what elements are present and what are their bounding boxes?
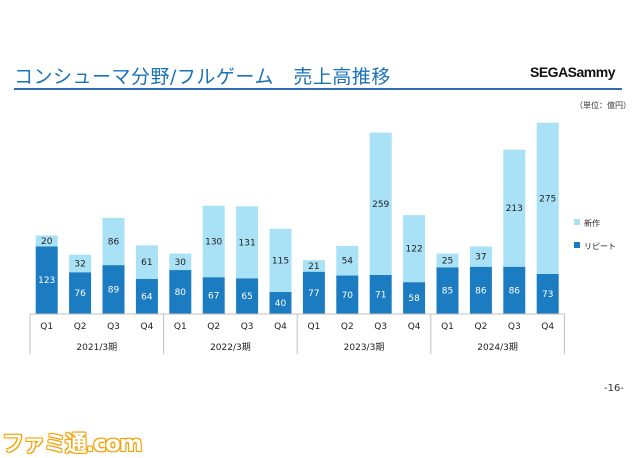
bar-repeat xyxy=(169,270,192,314)
x-tick-label: Q4 xyxy=(541,322,554,332)
data-label-repeat: 77 xyxy=(308,289,319,299)
bar-repeat xyxy=(536,273,559,314)
data-label-new: 21 xyxy=(308,262,319,272)
legend-swatch-repeat xyxy=(574,242,580,248)
bar-new xyxy=(202,205,225,278)
data-label-new: 32 xyxy=(74,259,85,269)
data-label-repeat: 86 xyxy=(509,286,521,296)
x-tick-label: Q1 xyxy=(441,322,454,332)
legend-label-new: 新作 xyxy=(584,218,600,228)
data-label-new: 25 xyxy=(442,256,453,266)
page-number: -16- xyxy=(604,383,624,394)
data-label-new: 37 xyxy=(475,253,486,263)
bar-new xyxy=(369,132,392,275)
group-label: 2021/3期 xyxy=(76,342,117,353)
bar-new xyxy=(236,206,259,279)
data-label-repeat: 73 xyxy=(542,290,553,300)
bar-repeat xyxy=(336,275,359,314)
legend-label-repeat: リピート xyxy=(584,242,616,251)
bar-repeat xyxy=(102,265,125,314)
data-label-new: 20 xyxy=(41,237,53,247)
data-label-repeat: 71 xyxy=(375,290,386,300)
data-label-new: 259 xyxy=(372,200,389,210)
data-label-repeat: 80 xyxy=(175,288,187,298)
data-label-repeat: 40 xyxy=(275,299,287,309)
bar-repeat xyxy=(135,278,158,314)
data-label-repeat: 123 xyxy=(38,276,55,286)
bar-new xyxy=(135,245,158,279)
bar-new xyxy=(336,245,359,276)
title-divider xyxy=(14,88,622,90)
data-label-repeat: 89 xyxy=(108,286,120,296)
data-label-new: 213 xyxy=(506,204,523,214)
bar-new xyxy=(302,260,325,272)
x-tick-label: Q1 xyxy=(307,322,320,332)
bar-repeat xyxy=(202,277,225,314)
bar-new xyxy=(503,149,526,267)
bar-repeat xyxy=(436,267,459,314)
bar-repeat xyxy=(69,272,92,314)
x-tick-label: Q2 xyxy=(474,322,487,332)
data-label-repeat: 64 xyxy=(141,292,153,302)
company-logo: SEGASammy xyxy=(530,64,615,80)
bar-repeat xyxy=(302,271,325,314)
data-label-repeat: 67 xyxy=(208,292,219,302)
data-label-repeat: 58 xyxy=(408,294,420,304)
x-tick-label: Q2 xyxy=(207,322,220,332)
data-label-repeat: 70 xyxy=(342,291,354,301)
unit-note: （単位：億円） xyxy=(575,101,631,110)
bar-repeat xyxy=(236,278,259,314)
bar-new xyxy=(269,228,292,293)
data-label-new: 61 xyxy=(141,258,152,268)
bar-repeat xyxy=(369,274,392,314)
x-tick-label: Q4 xyxy=(140,322,153,332)
data-label-repeat: 76 xyxy=(74,289,86,299)
x-tick-label: Q2 xyxy=(341,322,354,332)
data-label-new: 115 xyxy=(272,256,289,266)
bar-repeat xyxy=(403,282,426,314)
x-tick-label: Q4 xyxy=(408,322,421,332)
data-label-new: 130 xyxy=(205,237,222,247)
x-tick-label: Q3 xyxy=(374,322,387,332)
group-label: 2022/3期 xyxy=(210,342,251,353)
bar-new xyxy=(469,246,492,267)
x-tick-label: Q1 xyxy=(174,322,187,332)
data-label-new: 30 xyxy=(175,258,187,268)
bar-new xyxy=(403,215,426,283)
stacked-bar-chart: 123 20 Q1 76 32 Q2 89 86 Q3 64 61 Q4 80 30 Q1 67 130 Q2 65… xyxy=(29,122,616,354)
data-label-repeat: 86 xyxy=(475,286,487,296)
watermark-logo: ファミ通.com xyxy=(2,432,142,457)
bar-new xyxy=(69,254,92,273)
bar-repeat xyxy=(35,246,58,314)
data-label-repeat: 65 xyxy=(241,292,252,302)
x-tick-label: Q3 xyxy=(241,322,254,332)
data-label-new: 122 xyxy=(406,245,423,255)
data-label-new: 86 xyxy=(108,237,120,247)
x-tick-label: Q1 xyxy=(40,322,53,332)
data-label-repeat: 85 xyxy=(442,287,453,297)
bar-new xyxy=(102,217,125,266)
bar-repeat xyxy=(469,266,492,314)
x-tick-label: Q2 xyxy=(74,322,87,332)
data-label-new: 131 xyxy=(239,238,256,248)
bar-new xyxy=(169,253,192,271)
bar-repeat xyxy=(503,266,526,314)
bar-new xyxy=(35,235,58,247)
bar-repeat xyxy=(269,292,292,314)
page-title: コンシューマ分野/フルゲーム 売上高推移 xyxy=(14,66,391,88)
data-label-new: 275 xyxy=(539,194,556,204)
bar-new xyxy=(536,122,559,274)
x-tick-label: Q3 xyxy=(508,322,521,332)
x-tick-label: Q4 xyxy=(274,322,287,332)
data-label-new: 54 xyxy=(342,257,354,267)
x-tick-label: Q3 xyxy=(107,322,120,332)
group-label: 2023/3期 xyxy=(344,342,385,353)
group-label: 2024/3期 xyxy=(477,342,518,353)
legend-swatch-new xyxy=(574,219,580,225)
bar-new xyxy=(436,253,459,268)
